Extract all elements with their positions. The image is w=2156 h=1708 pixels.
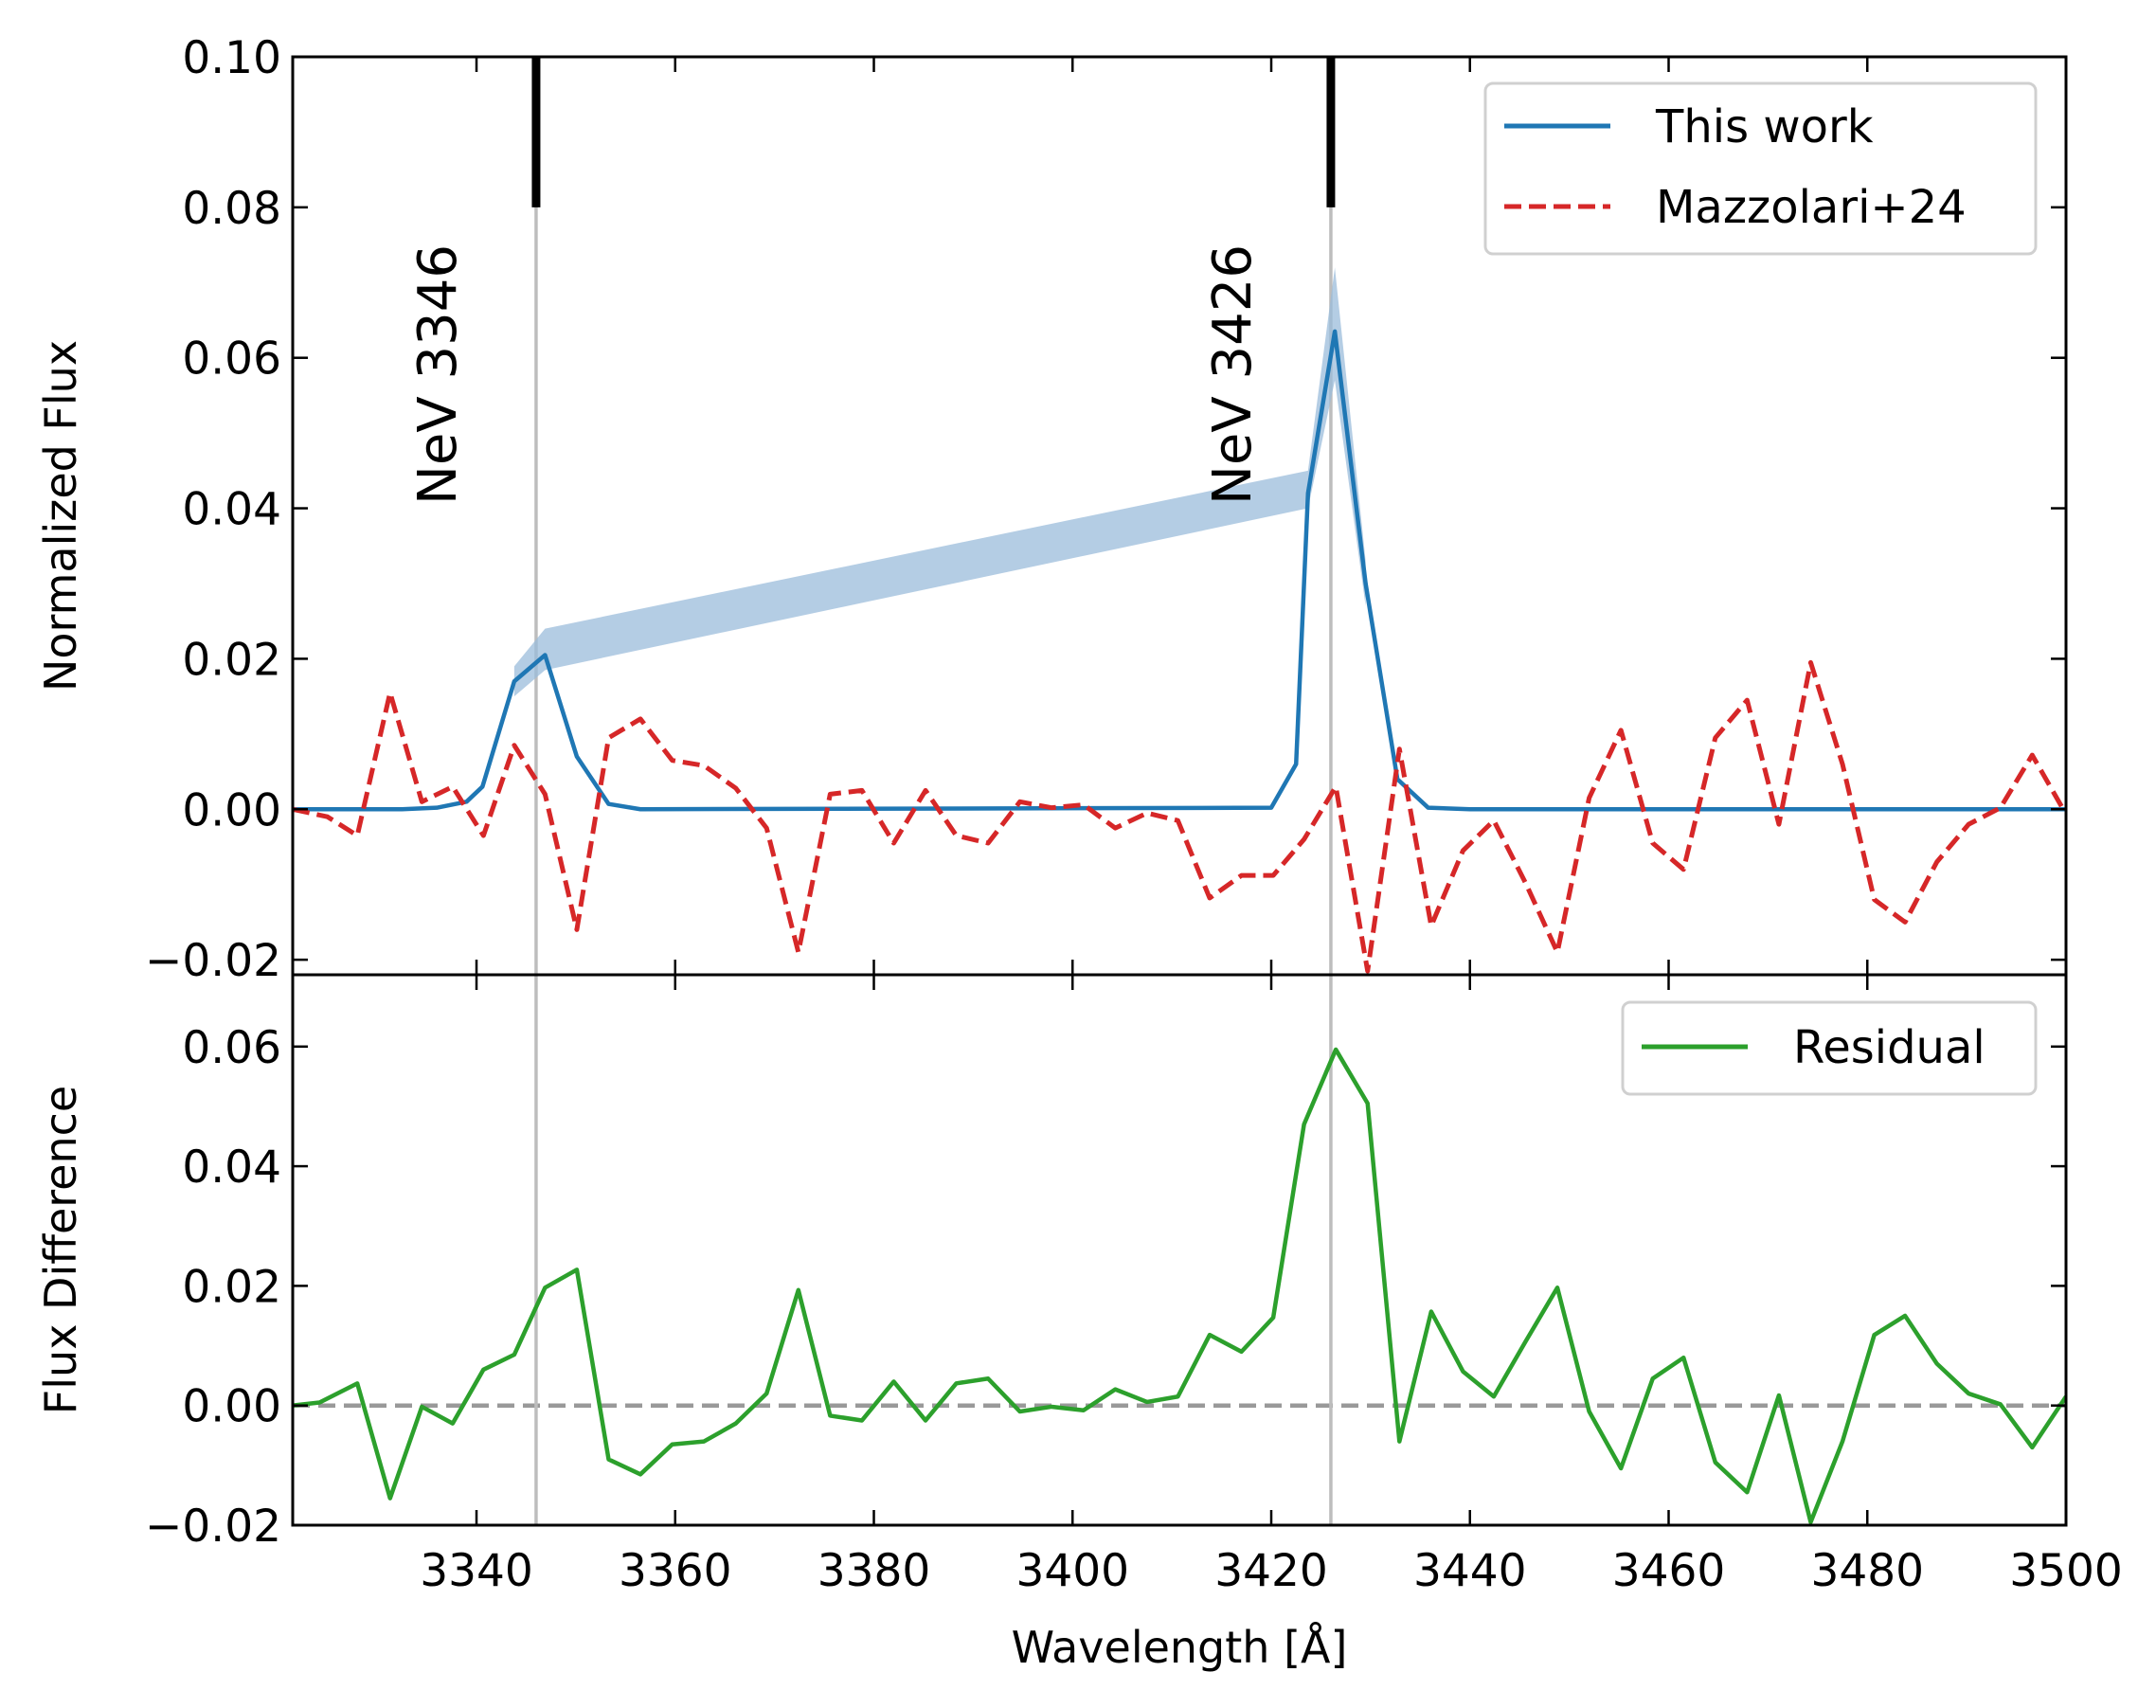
legend: Residual	[1621, 1000, 2038, 1096]
line-label-1: NeV 3346	[407, 244, 469, 505]
y-tick-label: 0.08	[182, 183, 281, 235]
x-tick-label: 3380	[817, 1545, 931, 1597]
y-tick-label: 0.10	[182, 32, 281, 84]
y-tick-label: 0.00	[182, 784, 281, 836]
y-tick-label: 0.04	[182, 484, 281, 536]
x-tick-label: 3420	[1214, 1545, 1328, 1597]
legend-label-2: Mazzolari+24	[1656, 181, 1967, 234]
top-panel: −0.02 0.00 0.02 0.04 0.06 0.08 0.10 Normalized …	[35, 32, 2068, 987]
plot-area	[293, 975, 2066, 1525]
legend-box	[1621, 1000, 2038, 1096]
bottom-panel: 3340 3360 3380 3400 3420 3440 3460 3480 3500 −0.0…	[35, 973, 2123, 1673]
series-1-line	[293, 1047, 2066, 1525]
y-axis-label: Flux Difference	[35, 1086, 86, 1414]
series-2-line	[293, 659, 2066, 974]
y-axis-label: Normalized Flux	[35, 340, 86, 692]
legend: This work Mazzolari+24	[1483, 81, 2038, 256]
y-tick-label: −0.02	[145, 935, 281, 987]
line-label-2: NeV 3426	[1202, 244, 1264, 505]
y-tick-label: 0.06	[182, 1022, 281, 1074]
legend-label-1: This work	[1655, 100, 1874, 153]
x-tick-label: 3400	[1015, 1545, 1129, 1597]
series-1-line	[293, 329, 2066, 812]
x-tick-label: 3460	[1612, 1545, 1726, 1597]
series-1-uncertainty-band	[513, 267, 1366, 697]
y-tick-label: 0.06	[182, 333, 281, 386]
y-tick-label: 0.04	[182, 1142, 281, 1194]
y-tick-label: −0.02	[145, 1501, 281, 1553]
x-tick-label: 3500	[2009, 1545, 2123, 1597]
x-axis-label: Wavelength [Å]	[1012, 1622, 1348, 1673]
x-tick-label: 3340	[420, 1545, 533, 1597]
y-tick-label: 0.02	[182, 634, 281, 686]
plot-area	[293, 57, 2066, 975]
plot-frame	[291, 973, 2068, 1527]
legend-label-1: Residual	[1793, 1021, 1985, 1074]
y-tick-label: 0.02	[182, 1261, 281, 1313]
y-tick-label: 0.00	[182, 1381, 281, 1433]
x-tick-label: 3480	[1810, 1545, 1924, 1597]
legend-box	[1483, 81, 2038, 256]
x-tick-label: 3440	[1413, 1545, 1527, 1597]
x-tick-label: 3360	[619, 1545, 732, 1597]
